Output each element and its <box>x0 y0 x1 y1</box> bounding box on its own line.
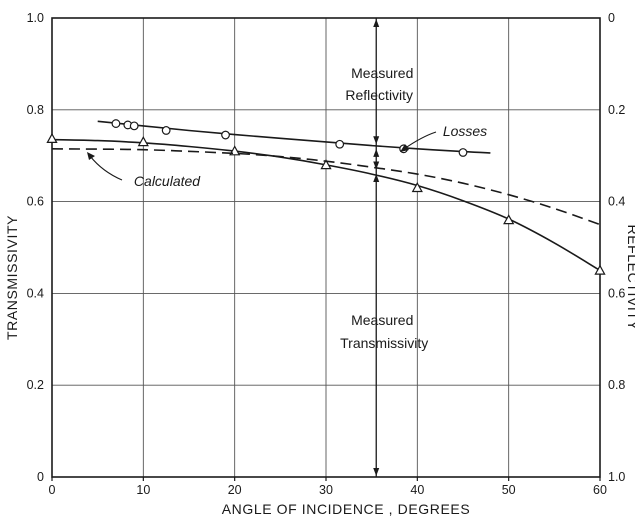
x-axis-title: ANGLE OF INCIDENCE , DEGREES <box>222 501 471 517</box>
x-tick-label-1: 10 <box>136 483 150 497</box>
y-left-tick-label-1: 0.2 <box>27 378 44 392</box>
triangle-point-0 <box>46 132 58 143</box>
calculated-curve <box>51 148 601 226</box>
y-right-tick-label-1: 0.2 <box>608 103 625 117</box>
annotation-losses: Losses <box>443 123 487 139</box>
arrow-loss-bottom <box>373 161 380 170</box>
y-right-tick-label-3: 0.6 <box>608 286 625 300</box>
x-tick-label-5: 50 <box>502 483 516 497</box>
calculated-leader-arrow <box>87 152 95 160</box>
triangle-point-1 <box>137 136 149 147</box>
y-right-tick-label-2: 0.4 <box>608 195 625 209</box>
y-axis-left-title: TRANSMISSIVITY <box>4 215 20 340</box>
axis-labels: ANGLE OF INCIDENCE , DEGREES TRANSMISSIV… <box>4 215 635 517</box>
arrow-bottom <box>373 468 380 476</box>
y-left-tick-label-3: 0.6 <box>27 195 44 209</box>
arrow-loss-top <box>373 148 380 157</box>
series <box>46 119 606 275</box>
y-axis-right-title: REFLECTIVITY <box>625 225 635 331</box>
arrow-top <box>373 19 380 27</box>
circle-point-4 <box>221 130 230 140</box>
x-tick-label-6: 60 <box>593 483 607 497</box>
circle-point-7 <box>458 148 468 157</box>
losses-leader <box>403 131 437 150</box>
circle-point-2 <box>129 121 139 131</box>
x-tick-label-2: 20 <box>228 483 242 497</box>
annotation-transmissivity-line1: Measured <box>351 312 413 328</box>
annotation-reflectivity-line1: Measured <box>351 65 413 81</box>
circle-point-0 <box>111 119 121 128</box>
reflectivity-loss-curve <box>97 120 491 154</box>
y-right-tick-label-4: 0.8 <box>608 378 625 392</box>
y-left-tick-label-2: 0.4 <box>27 286 44 300</box>
y-left-tick-label-0: 0 <box>37 470 44 484</box>
circle-point-3 <box>161 126 171 135</box>
x-tick-label-0: 0 <box>49 483 56 497</box>
y-left-tick-label-5: 1.0 <box>27 11 44 25</box>
arrow-trans-top <box>373 174 380 183</box>
triangle-point-3 <box>320 159 332 170</box>
triangle-point-5 <box>503 214 515 225</box>
annotation-transmissivity-line2: Transmissivity <box>340 335 428 351</box>
arrow-reflect-bottom <box>373 136 380 145</box>
annotation-calculated: Calculated <box>134 173 201 189</box>
triangle-point-6 <box>594 264 606 275</box>
losses-leader-arrow <box>400 144 409 152</box>
annotations: Measured Reflectivity Losses Calculated Meas… <box>87 18 487 477</box>
circle-point-5 <box>335 139 345 149</box>
triangle-point-4 <box>411 181 423 193</box>
y-left-tick-label-4: 0.8 <box>27 103 44 117</box>
calculated-leader <box>89 155 123 181</box>
y-right-tick-label-5: 1.0 <box>608 470 625 484</box>
x-tick-label-3: 30 <box>319 483 333 497</box>
y-right-tick-label-0: 0 <box>608 11 615 25</box>
grid <box>52 18 600 477</box>
x-tick-label-4: 40 <box>410 483 424 497</box>
annotation-reflectivity-line2: Reflectivity <box>345 87 413 103</box>
axes: 0 10 20 30 40 50 60 0 0.2 0.4 0.6 0.8 1.0 0 0.2 0.4 0.6 0… <box>27 11 626 497</box>
